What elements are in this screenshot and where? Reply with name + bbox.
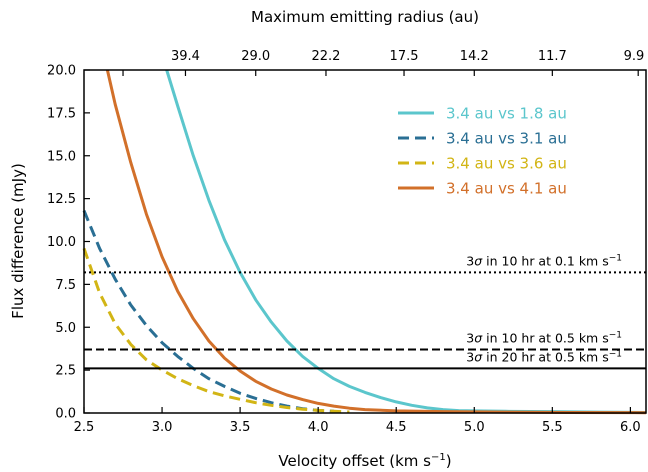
y-tick-label: 12.5 xyxy=(47,192,76,207)
y-tick-label: 7.5 xyxy=(55,278,76,293)
x-tick-label: 4.0 xyxy=(308,420,329,435)
legend: 3.4 au vs 1.8 au 3.4 au vs 3.1 au 3.4 au v… xyxy=(398,105,567,198)
x-tick-label: 3.0 xyxy=(152,420,173,435)
y-axis-label: Flux difference (mJy) xyxy=(9,163,27,319)
reference-line-label: 3σ in 20 hr at 0.5 km s−1 xyxy=(466,349,622,364)
top-axis-label: Maximum emitting radius (au) xyxy=(251,8,479,26)
top-tick-label: 14.2 xyxy=(460,49,489,64)
legend-label: 3.4 au vs 3.1 au xyxy=(446,130,567,148)
x-tick-label: 6.0 xyxy=(620,420,641,435)
top-tick-label: 29.0 xyxy=(241,49,270,64)
top-tick-label: 17.5 xyxy=(390,49,419,64)
reference-line-label: 3σ in 10 hr at 0.5 km s−1 xyxy=(466,331,622,346)
reference-line-label: 3σ in 10 hr at 0.1 km s−1 xyxy=(466,253,622,268)
top-tick-label: 11.7 xyxy=(538,49,567,64)
x-tick-label: 3.5 xyxy=(230,420,251,435)
x-tick-label: 4.5 xyxy=(386,420,407,435)
x-axis-label: Velocity offset (km s−1) xyxy=(278,452,451,470)
y-tick-label: 10.0 xyxy=(47,235,76,250)
y-tick-label: 20.0 xyxy=(47,64,76,79)
legend-label: 3.4 au vs 1.8 au xyxy=(446,105,567,123)
series-line xyxy=(105,69,647,415)
y-tick-label: 0.0 xyxy=(55,407,76,422)
y-tick-label: 17.5 xyxy=(47,106,76,121)
y-tick-label: 15.0 xyxy=(47,149,76,164)
x-tick-label: 5.0 xyxy=(464,420,485,435)
top-tick-label: 39.4 xyxy=(171,49,200,64)
top-tick-label: 9.9 xyxy=(624,49,645,64)
legend-label: 3.4 au vs 4.1 au xyxy=(446,180,567,198)
top-tick-label: 22.2 xyxy=(311,49,340,64)
x-tick-label: 2.5 xyxy=(74,420,95,435)
y-tick-label: 2.5 xyxy=(55,364,76,379)
series-line xyxy=(82,210,334,413)
y-tick-label: 5.0 xyxy=(55,321,76,336)
series-line xyxy=(82,247,350,414)
legend-label: 3.4 au vs 3.6 au xyxy=(446,155,567,173)
x-tick-label: 5.5 xyxy=(542,420,563,435)
